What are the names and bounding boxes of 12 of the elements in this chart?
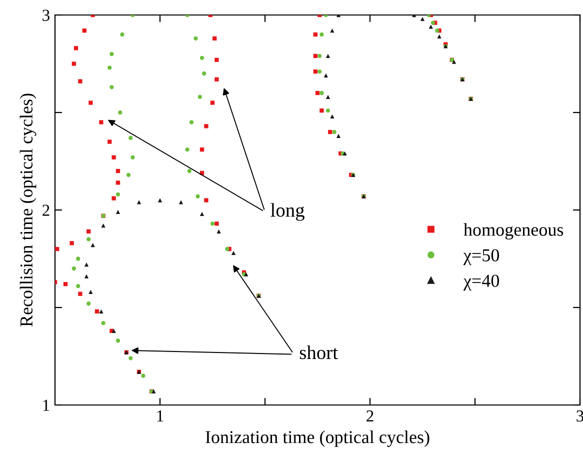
x-tick-label: 1	[157, 410, 164, 422]
annotation: long	[270, 203, 304, 221]
y-tick-label: 1	[43, 400, 50, 411]
legend-label: χ=40	[463, 274, 500, 291]
legend-label: homogeneous	[464, 223, 564, 240]
annotation: short	[300, 345, 338, 360]
legend-label: χ=50	[463, 249, 500, 266]
x-tick-label: 2	[366, 410, 374, 422]
y-tick-label: 2	[42, 204, 50, 216]
x-axis-title: Ionization time (optical cycles)	[206, 430, 430, 447]
y-tick-label: 3	[42, 10, 50, 21]
y-axis-title: Recollision time (optical cycles)	[20, 94, 36, 327]
